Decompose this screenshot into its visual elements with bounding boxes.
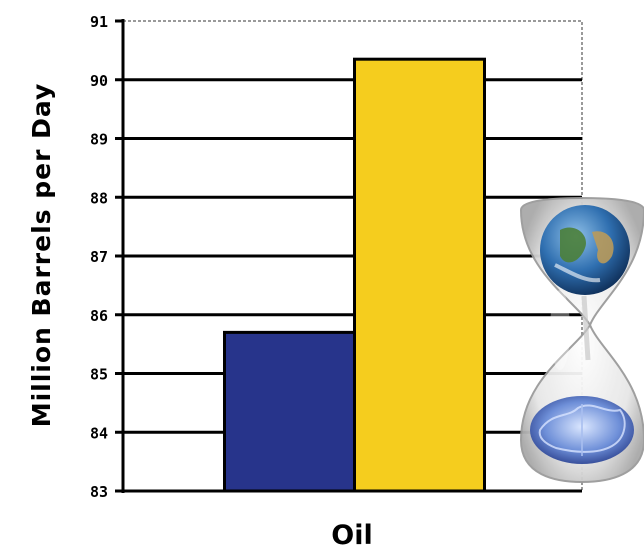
y-tick-label: 86 xyxy=(90,307,108,325)
y-tick-label: 91 xyxy=(90,13,108,31)
earth-icon xyxy=(540,205,630,295)
y-tick-label: 85 xyxy=(90,366,108,384)
y-axis-title: Million Barrels per Day xyxy=(27,83,56,428)
y-tick-label: 88 xyxy=(90,189,108,207)
hourglass-earth-brain-icon xyxy=(519,196,644,484)
plot-area: 83 84 85 86 87 88 89 90 91 xyxy=(90,13,583,501)
bars xyxy=(223,57,486,493)
bar-2 xyxy=(353,57,486,493)
y-tick-label: 89 xyxy=(90,131,108,149)
y-tick-label: 83 xyxy=(90,483,108,501)
x-axis-title: Oil xyxy=(331,520,372,551)
y-tick-label: 90 xyxy=(90,72,108,90)
y-tick-label: 84 xyxy=(90,424,108,442)
y-tick-label: 87 xyxy=(90,248,108,266)
bar-1 xyxy=(223,330,356,493)
